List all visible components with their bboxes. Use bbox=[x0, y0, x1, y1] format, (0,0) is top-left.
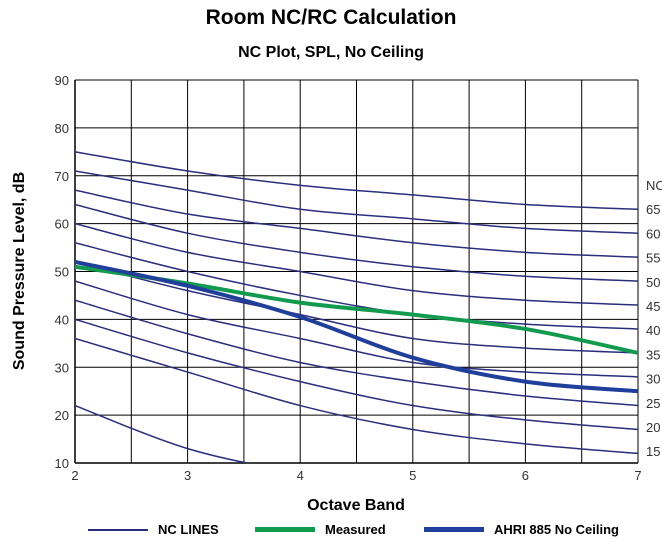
x-tick-label-5: 5 bbox=[409, 468, 416, 483]
x-tick-label-6: 6 bbox=[522, 468, 529, 483]
nc-line-8 bbox=[75, 299, 638, 407]
data-series bbox=[75, 259, 638, 394]
y-axis-label: Sound Pressure Level, dB bbox=[11, 172, 28, 370]
nc-line-5 bbox=[75, 242, 638, 330]
x-axis-label: Octave Band bbox=[307, 497, 405, 514]
nc-line-1 bbox=[75, 170, 638, 234]
nc-line-2 bbox=[75, 189, 638, 258]
y-tick-label-90: 90 bbox=[55, 73, 69, 88]
nc-axis-label-55: 55 bbox=[646, 251, 660, 266]
legend-item-measured: Measured bbox=[255, 522, 386, 537]
nc-line-11 bbox=[75, 404, 251, 463]
legend-swatch-ahri bbox=[424, 527, 484, 532]
nc-axis-label-15: 15 bbox=[646, 444, 660, 459]
x-tick-label-7: 7 bbox=[634, 468, 641, 483]
nc-axis-labels: NC 65 60 55 50 45 40 35 30 25 20 15 bbox=[646, 178, 662, 459]
nc-line-3 bbox=[75, 203, 638, 282]
nc-line-0 bbox=[75, 151, 638, 211]
nc-line-10 bbox=[75, 337, 638, 455]
nc-line-6 bbox=[75, 261, 638, 354]
chart-title: Room NC/RC Calculation bbox=[205, 6, 457, 29]
legend-label-nc: NC LINES bbox=[158, 522, 219, 537]
y-tick-label-70: 70 bbox=[55, 169, 69, 184]
y-tick-label-20: 20 bbox=[55, 408, 69, 423]
y-tick-label-50: 50 bbox=[55, 265, 69, 280]
legend-label-measured: Measured bbox=[325, 522, 386, 537]
legend-label-ahri: AHRI 885 No Ceiling bbox=[494, 522, 619, 537]
x-tick-label-4: 4 bbox=[297, 468, 304, 483]
chart-subtitle: NC Plot, SPL, No Ceiling bbox=[238, 44, 424, 61]
legend: NC LINES Measured AHRI 885 No Ceiling bbox=[0, 520, 662, 542]
legend-item-ahri: AHRI 885 No Ceiling bbox=[424, 522, 619, 537]
nc-line-7 bbox=[75, 280, 638, 378]
nc-axis-label-40: 40 bbox=[646, 323, 660, 338]
y-tick-label-30: 30 bbox=[55, 360, 69, 375]
series-line-ahri-885-no-ceiling bbox=[75, 259, 638, 394]
y-tick-label-40: 40 bbox=[55, 312, 69, 327]
x-tick-label-2: 2 bbox=[71, 468, 78, 483]
y-tick-label-10: 10 bbox=[55, 456, 69, 471]
nc-line-4 bbox=[75, 222, 638, 306]
legend-swatch-measured bbox=[255, 527, 315, 532]
nc-axis-label-60: 60 bbox=[646, 226, 660, 241]
tick-labels: 10 20 30 40 50 60 70 80 90 2 3 4 5 6 7 bbox=[55, 73, 642, 483]
x-tick-label-3: 3 bbox=[184, 468, 191, 483]
nc-axis-label-45: 45 bbox=[646, 299, 660, 314]
nc-axis-label-65: 65 bbox=[646, 202, 660, 217]
nc-lines bbox=[75, 151, 638, 463]
y-tick-label-80: 80 bbox=[55, 121, 69, 136]
legend-item-nc-lines: NC LINES bbox=[88, 522, 219, 537]
nc-axis-label-50: 50 bbox=[646, 275, 660, 290]
grid bbox=[74, 79, 639, 464]
y-tick-label-60: 60 bbox=[55, 217, 69, 232]
nc-axis-label-nc: NC bbox=[646, 178, 662, 193]
nc-line-9 bbox=[75, 318, 638, 431]
nc-axis-label-30: 30 bbox=[646, 372, 660, 387]
nc-axis-label-35: 35 bbox=[646, 347, 660, 362]
legend-swatch-nc bbox=[88, 528, 148, 531]
nc-axis-label-20: 20 bbox=[646, 420, 660, 435]
nc-axis-label-25: 25 bbox=[646, 396, 660, 411]
